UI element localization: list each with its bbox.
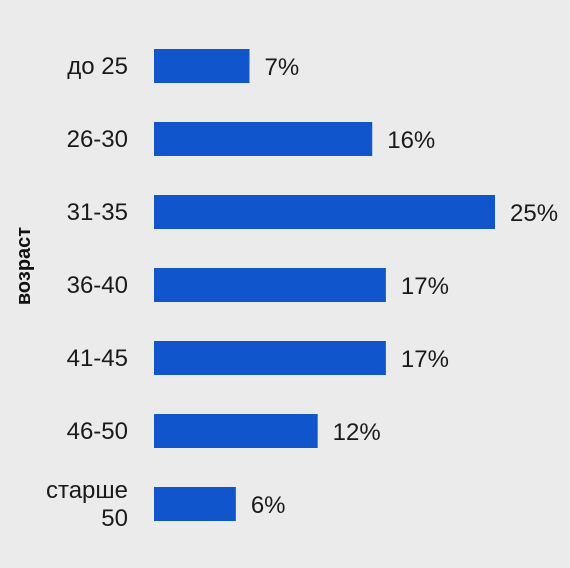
value-label: 16% (387, 127, 435, 154)
value-label: 12% (333, 419, 381, 446)
y-axis-title: возраст (13, 227, 35, 305)
value-label: 17% (401, 273, 449, 300)
category-label: 26-30 (67, 126, 128, 153)
bar (154, 49, 250, 83)
category-label-line: 41-45 (67, 345, 128, 372)
category-label: 46-50 (67, 418, 128, 445)
category-label-line: 26-30 (67, 126, 128, 153)
bar (154, 195, 495, 229)
bar (154, 122, 373, 156)
category-label-line: до 25 (67, 53, 128, 80)
category-label: 36-40 (67, 272, 128, 299)
category-label: 31-35 (67, 199, 128, 226)
category-label: старше 50 (46, 477, 128, 532)
value-label: 25% (510, 200, 558, 227)
bar (154, 487, 236, 521)
category-label-line: 31-35 (67, 199, 128, 226)
value-label: 17% (401, 346, 449, 373)
category-label-line: 36-40 (67, 272, 128, 299)
bar (154, 341, 386, 375)
value-label: 6% (251, 492, 286, 519)
category-label-line: 46-50 (67, 418, 128, 445)
category-label: до 25 (67, 53, 128, 80)
category-label: 41-45 (67, 345, 128, 372)
bar (154, 414, 318, 448)
value-label: 7% (264, 54, 299, 81)
bars-layer: до 25 7% 26-30 16% 31-35 25% 36-40 17% 41-45 17% 4… (46, 49, 558, 532)
category-label-line: 50 (101, 505, 128, 532)
bar (154, 268, 386, 302)
category-label-line: старше (46, 477, 128, 504)
